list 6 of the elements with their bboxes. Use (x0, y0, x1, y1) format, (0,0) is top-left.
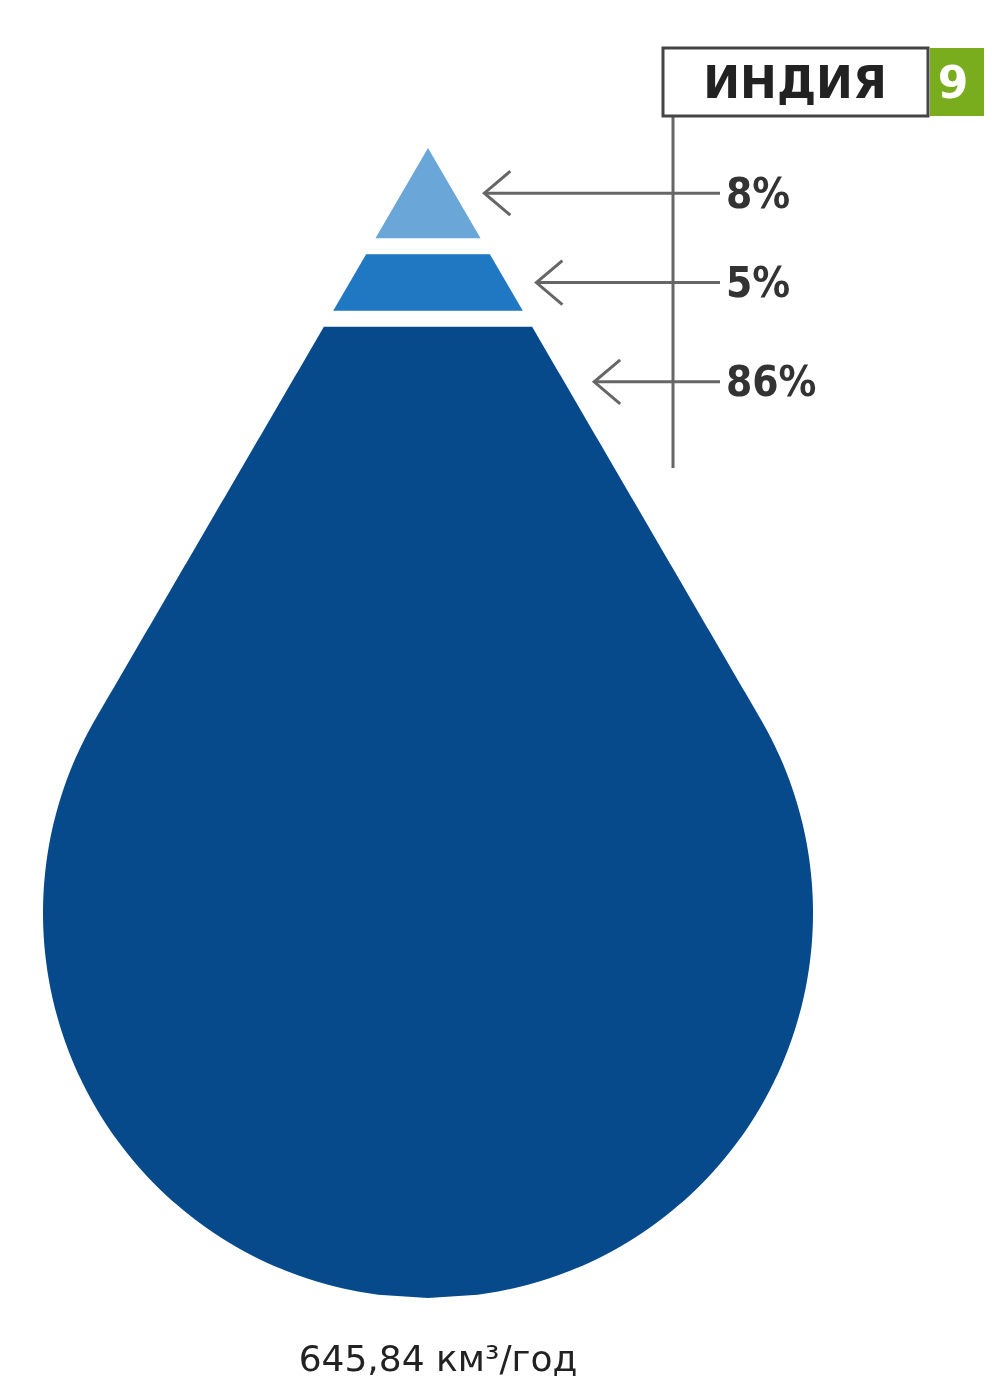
text: 9 (937, 56, 969, 108)
data-label: 5% (726, 258, 791, 308)
data-label: 86% (726, 357, 817, 407)
text: 645,84 км³/год (298, 1337, 578, 1379)
data-label: 8% (726, 168, 791, 218)
text: ИНДИЯ (703, 56, 887, 108)
